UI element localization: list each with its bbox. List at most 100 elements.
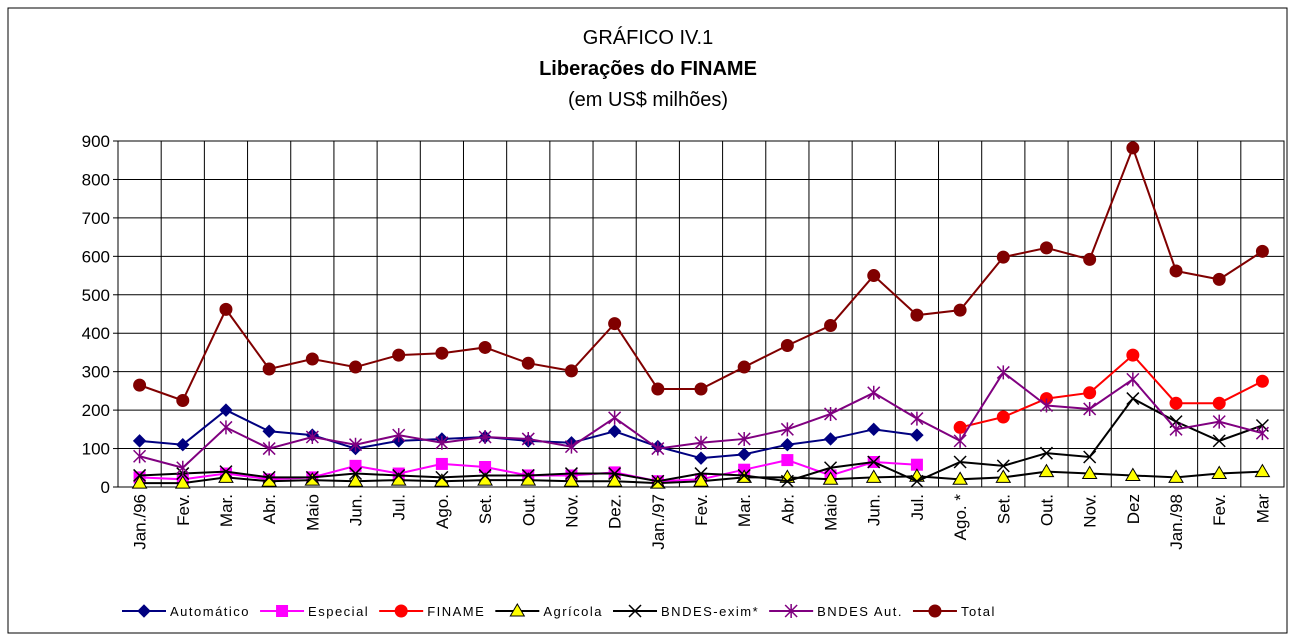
marker <box>304 472 321 486</box>
series <box>133 365 1269 475</box>
marker <box>1212 434 1226 448</box>
marker <box>435 346 449 360</box>
marker <box>133 468 147 482</box>
legend-label: Automático <box>170 604 250 619</box>
marker <box>392 468 406 482</box>
x-tick-label: Jan./97 <box>649 494 668 550</box>
marker <box>651 474 665 488</box>
marker <box>276 605 289 617</box>
marker <box>348 437 363 452</box>
series <box>133 141 1269 407</box>
y-tick-label: 700 <box>82 209 110 228</box>
marker <box>564 467 578 481</box>
marker <box>349 459 362 472</box>
marker <box>1124 467 1141 481</box>
marker <box>952 471 968 485</box>
legend-label: BNDES Aut. <box>817 604 903 619</box>
marker <box>1083 386 1097 400</box>
marker <box>1169 422 1183 437</box>
plot-area <box>117 140 1285 488</box>
marker <box>133 378 147 392</box>
marker <box>478 430 492 445</box>
marker <box>694 451 708 465</box>
marker <box>737 468 751 482</box>
marker <box>521 468 535 482</box>
x-tick-label: Dez <box>1124 494 1143 524</box>
marker <box>218 469 234 483</box>
marker <box>1168 469 1184 483</box>
x-tick-label: Set. <box>994 494 1013 524</box>
marker <box>1039 446 1054 460</box>
marker <box>1212 396 1226 410</box>
marker <box>867 455 881 469</box>
marker <box>737 431 751 446</box>
marker <box>394 604 408 618</box>
y-tick-label: 300 <box>82 363 110 382</box>
marker <box>1039 241 1053 255</box>
marker <box>131 475 148 489</box>
marker <box>1126 392 1140 406</box>
y-tick-label: 800 <box>82 170 110 189</box>
x-tick-label: Jun. <box>865 494 884 526</box>
marker <box>435 457 448 470</box>
marker <box>1038 463 1055 478</box>
x-tick-label: Mar <box>1253 494 1272 524</box>
marker <box>953 455 967 469</box>
legend-label: Agrícola <box>543 604 603 619</box>
marker <box>563 473 580 487</box>
marker <box>928 604 942 618</box>
marker <box>132 434 147 448</box>
marker <box>1169 264 1183 278</box>
marker <box>176 460 190 475</box>
x-tick-label: Mar. <box>217 494 236 527</box>
marker <box>608 317 622 331</box>
marker <box>137 604 151 618</box>
y-tick-label: 200 <box>82 401 110 420</box>
marker <box>651 441 665 456</box>
legend-label: Total <box>961 604 996 619</box>
marker <box>1254 463 1271 478</box>
marker <box>824 461 838 475</box>
x-tick-label: Fev. <box>174 494 193 526</box>
marker <box>347 473 364 487</box>
marker <box>1212 272 1226 286</box>
x-tick-label: Dez. <box>606 494 625 529</box>
x-tick-label: Jan./98 <box>1167 494 1186 550</box>
marker <box>694 467 708 481</box>
marker <box>780 339 794 353</box>
y-tick-label: 600 <box>82 247 110 266</box>
marker <box>435 470 449 484</box>
marker <box>1083 450 1097 464</box>
chart-subtitle: Liberações do FINAME <box>539 58 757 80</box>
marker <box>521 431 535 446</box>
marker <box>262 424 276 438</box>
marker <box>996 365 1010 380</box>
marker <box>737 447 751 462</box>
marker <box>953 433 967 448</box>
x-tick-label: Fev. <box>692 494 711 526</box>
marker <box>564 439 578 454</box>
marker <box>953 420 967 434</box>
marker <box>737 360 751 374</box>
legend-label: FINAME <box>427 604 485 619</box>
marker <box>996 459 1010 473</box>
marker <box>781 454 794 467</box>
marker <box>780 474 794 488</box>
marker <box>824 319 838 333</box>
marker <box>219 403 233 417</box>
marker <box>1083 401 1097 416</box>
legend-label: BNDES-exim* <box>661 604 759 619</box>
marker <box>133 449 147 464</box>
marker <box>348 467 363 481</box>
x-tick-label: Fev. <box>1210 494 1229 526</box>
x-tick-label: Maio <box>303 494 322 531</box>
legend-item: FINAME <box>379 604 485 619</box>
unit-note: (em US$ milhões) <box>568 89 728 111</box>
marker <box>174 475 191 489</box>
legend-item: Automático <box>122 604 250 619</box>
marker <box>349 360 363 374</box>
y-tick-label: 500 <box>82 286 110 305</box>
x-tick-label: Set. <box>476 494 495 524</box>
marker <box>262 362 276 376</box>
